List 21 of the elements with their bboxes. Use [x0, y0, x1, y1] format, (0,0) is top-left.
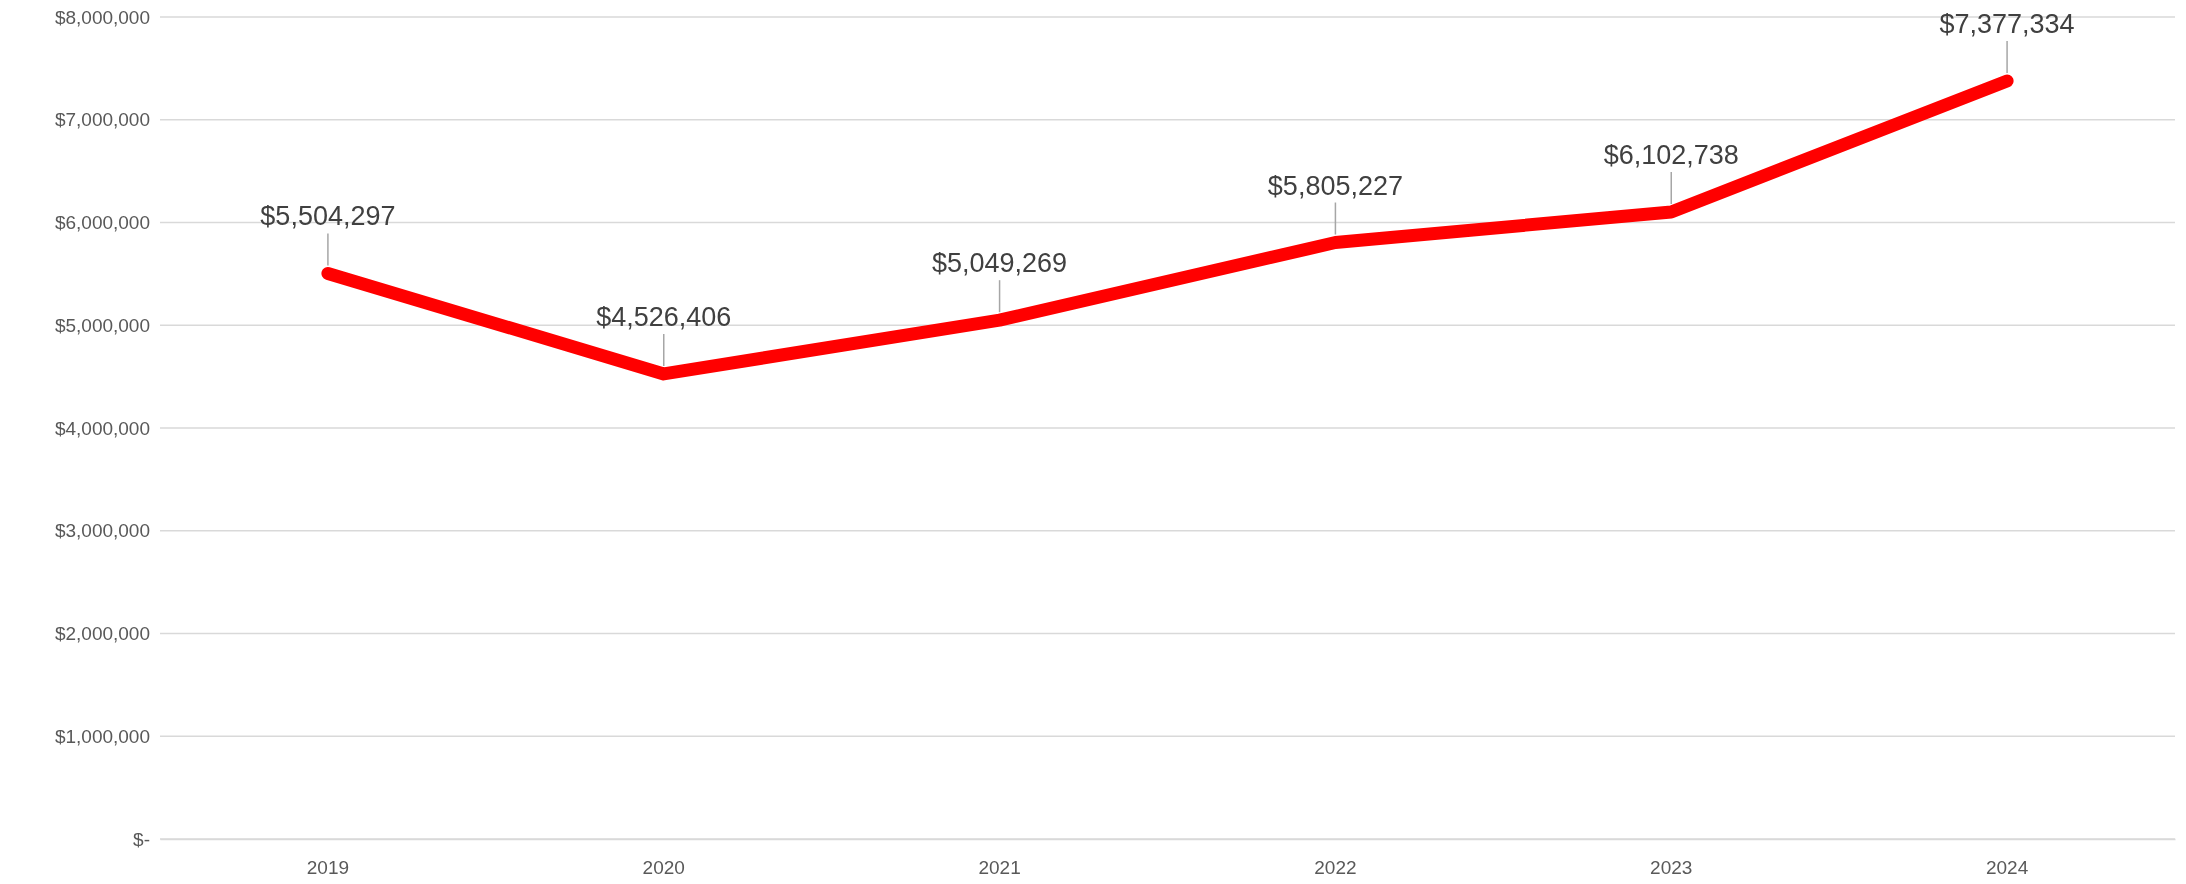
- y-tick-label: $3,000,000: [54, 520, 150, 542]
- x-tick-label: 2019: [306, 857, 350, 879]
- x-tick-label: 2020: [642, 857, 685, 879]
- y-tick-label: $5,000,000: [54, 314, 150, 336]
- x-tick-label: 2021: [978, 857, 1021, 879]
- x-tick-label: 2022: [1314, 857, 1357, 879]
- y-tick-label: $4,000,000: [54, 417, 150, 439]
- y-tick-label: $6,000,000: [54, 212, 150, 234]
- y-tick-label: $8,000,000: [54, 6, 150, 28]
- y-tick-label: $7,000,000: [54, 109, 150, 131]
- data-label: $7,377,334: [1939, 8, 2075, 39]
- x-tick-label: 2023: [1650, 857, 1693, 879]
- data-label: $5,049,269: [932, 248, 1068, 279]
- data-label: $5,805,227: [1267, 170, 1403, 201]
- data-label: $6,102,738: [1603, 139, 1739, 170]
- data-label: $4,526,406: [596, 301, 732, 332]
- data-label: $5,504,297: [260, 201, 396, 232]
- y-tick-label: $1,000,000: [54, 725, 150, 747]
- y-tick-label: $2,000,000: [54, 623, 150, 645]
- x-tick-label: 2024: [1985, 857, 2029, 879]
- y-tick-label: $-: [133, 828, 150, 850]
